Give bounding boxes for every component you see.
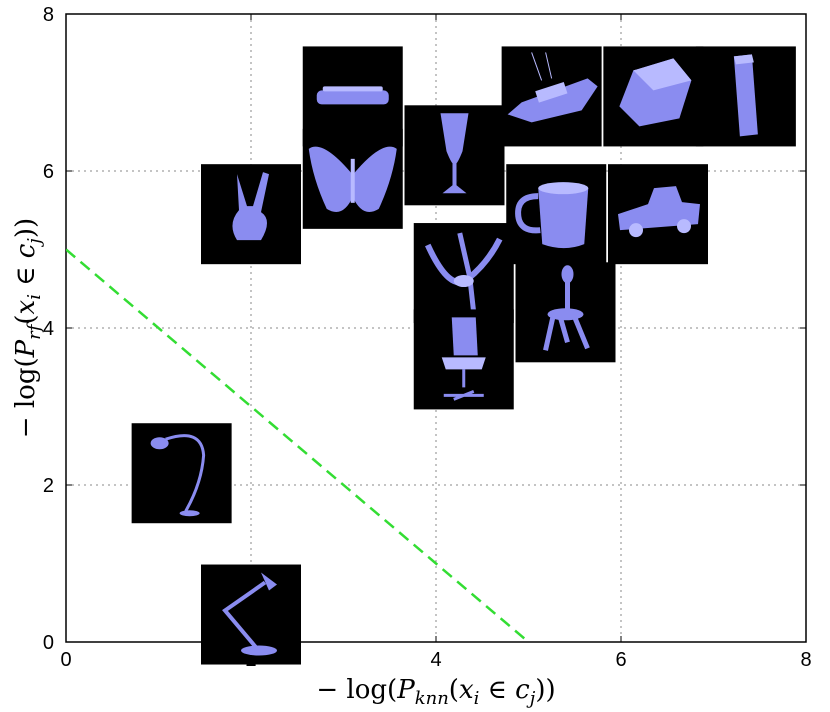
axis-ticks: 0246802468 xyxy=(43,4,812,671)
truck-icon xyxy=(608,164,708,265)
mug-icon-shape xyxy=(515,182,589,249)
x-tick-label: 6 xyxy=(615,649,626,671)
tower-icon xyxy=(695,46,796,147)
bench-icon-shape xyxy=(316,86,389,105)
x-tick-label: 8 xyxy=(800,649,811,671)
y-axis-label: − log(Prf(xi ∈ cj)) xyxy=(11,218,45,438)
vehicle-icon-shape xyxy=(619,58,692,127)
truck-icon-shape xyxy=(618,186,700,238)
floor-lamp-icon xyxy=(131,423,232,524)
floor-lamp-icon-shape xyxy=(150,434,206,517)
butterfly-icon xyxy=(302,128,403,229)
office-chair-icon xyxy=(413,309,514,410)
y-tick-label: 4 xyxy=(43,318,54,340)
hand-icon-shape xyxy=(232,172,269,241)
vehicle-icon xyxy=(603,46,704,147)
dancer-icon-shape xyxy=(425,232,503,314)
office-chair-icon-shape xyxy=(441,317,486,401)
thumbnail-background xyxy=(131,423,232,524)
x-tick-label: 0 xyxy=(60,649,71,671)
goblet-icon xyxy=(404,105,505,206)
chair-icon xyxy=(515,262,616,363)
tower-icon-shape xyxy=(733,54,758,137)
hand-icon xyxy=(201,164,301,265)
butterfly-icon-shape xyxy=(308,146,397,212)
tank-icon-shape xyxy=(507,52,598,123)
x-axis-label: − log(Pknn(xi ∈ cj)) xyxy=(316,675,555,709)
decision-line xyxy=(66,248,530,642)
y-tick-label: 8 xyxy=(43,4,54,26)
point-thumbnails xyxy=(131,46,796,665)
x-tick-label: 4 xyxy=(430,649,441,671)
y-tick-label: 2 xyxy=(43,475,54,497)
y-tick-label: 6 xyxy=(43,161,54,183)
y-tick-label: 0 xyxy=(43,632,54,654)
desk-lamp-icon-shape xyxy=(222,572,277,656)
dancer-icon xyxy=(413,223,514,324)
chair-icon-shape xyxy=(543,265,590,351)
mug-icon xyxy=(506,164,607,265)
desk-lamp-icon xyxy=(201,564,301,665)
goblet-icon-shape xyxy=(440,113,469,194)
tank-icon xyxy=(501,46,602,147)
thumbnail-background xyxy=(413,223,514,324)
